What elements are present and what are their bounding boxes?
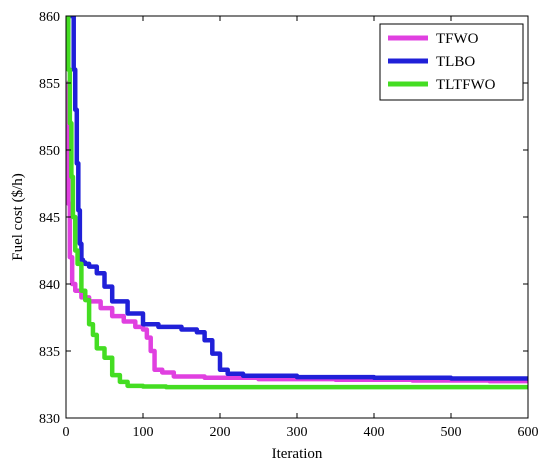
x-tick-label: 100 bbox=[133, 425, 154, 440]
legend-label-tfwo: TFWO bbox=[436, 31, 479, 47]
series-layer bbox=[66, 16, 528, 390]
y-tick-label: 850 bbox=[39, 144, 60, 159]
y-axis-label: Fuel cost ($/h) bbox=[10, 173, 26, 261]
x-tick-label: 0 bbox=[63, 425, 70, 440]
x-axis-ticks: 0 100 200 300 400 500 600 bbox=[63, 16, 539, 440]
y-tick-label: 845 bbox=[39, 211, 60, 226]
legend: TFWO TLBO TLTFWO bbox=[379, 23, 524, 101]
y-tick-label: 835 bbox=[39, 345, 60, 360]
y-tick-label: 860 bbox=[39, 10, 60, 25]
y-tick-label: 830 bbox=[39, 412, 60, 427]
y-axis-ticks: 830 835 840 845 850 855 860 bbox=[39, 10, 528, 427]
y-tick-label: 840 bbox=[39, 278, 60, 293]
legend-label-tlbo: TLBO bbox=[436, 54, 475, 70]
series-line-tltfwo bbox=[66, 16, 528, 390]
x-tick-label: 600 bbox=[518, 425, 539, 440]
x-tick-label: 500 bbox=[441, 425, 462, 440]
x-tick-label: 200 bbox=[210, 425, 231, 440]
x-tick-label: 400 bbox=[364, 425, 385, 440]
legend-label-tltfwo: TLTFWO bbox=[436, 77, 496, 93]
y-tick-label: 855 bbox=[39, 77, 60, 92]
series-line-tlbo bbox=[69, 16, 528, 381]
x-axis-label: Iteration bbox=[272, 446, 323, 462]
x-tick-label: 300 bbox=[287, 425, 308, 440]
series-line-tfwo bbox=[66, 80, 528, 384]
